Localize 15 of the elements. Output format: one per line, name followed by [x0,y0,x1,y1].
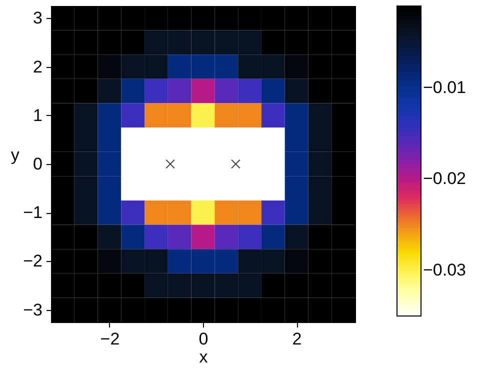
y-tick-label: −3 [23,300,42,320]
y-tick-label: 3 [33,8,42,28]
x-tick-label: 2 [292,330,302,348]
y-axis-title: y [10,146,20,164]
y-tick-label: −2 [23,252,42,271]
y-tick-label: 1 [33,106,42,125]
color-bar-label: −0.02 [423,169,466,188]
x-tick-label: −2 [100,330,120,348]
x-tick-label: 0 [198,330,208,348]
color-bar-label: −0.01 [423,78,466,98]
y-tick-label: 0 [33,154,42,174]
y-tick-label: 2 [33,57,42,76]
x-axis-title: x [199,348,208,366]
y-tick-label: −1 [23,203,42,222]
color-bar-label: −0.03 [423,260,466,280]
